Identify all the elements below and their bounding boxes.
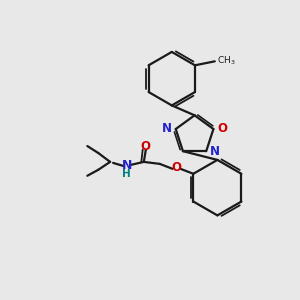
Text: N: N <box>210 145 220 158</box>
Text: N: N <box>122 159 132 172</box>
Text: N: N <box>162 122 172 134</box>
Text: CH$_3$: CH$_3$ <box>217 54 236 67</box>
Text: H: H <box>122 169 130 179</box>
Text: O: O <box>218 122 227 134</box>
Text: O: O <box>172 161 182 174</box>
Text: O: O <box>141 140 151 152</box>
